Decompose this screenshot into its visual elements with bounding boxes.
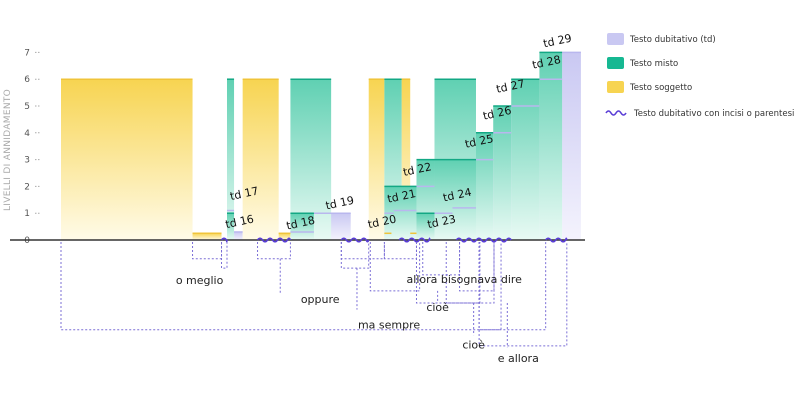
y-tick-label-0: 0 [24,236,30,246]
annotation-label-5: cioè [462,339,485,352]
annotation-bracket-2 [257,242,291,260]
legend-label-wave: Testo dubitativo con incisi o parentesi [633,109,794,119]
annotation-bracket-6 [369,242,421,292]
legend-swatch-misto [607,57,624,69]
y-tick-label-1: 1 [24,209,30,219]
misto-area-segment-10 [475,132,494,240]
wave-marker-0 [220,237,228,243]
y-tick-label-3: 3 [24,156,30,166]
y-tick-label-6: 6 [24,75,30,85]
soggetto-area-segment-6 [401,79,411,240]
annotation-bracket-12 [478,242,547,331]
misto-area-segment-8 [416,213,435,240]
area-top-edges [61,51,581,235]
soggetto-area-segment-0 [61,79,193,240]
td-label-2: td 18 [285,214,316,233]
td-label-1: td 17 [229,184,260,203]
annotation-bracket-7 [415,242,481,304]
misto-area-segment-3 [290,213,314,240]
wave-marker-5 [545,237,568,243]
td-label-10: td 26 [482,104,513,123]
td-label-7: td 23 [426,212,457,231]
annotation-label-6: e allora [498,352,539,365]
misto-area-segment-1 [226,213,235,240]
wave-marker-3 [398,237,431,243]
legend-wave-icon [605,110,627,116]
dubitativo-area-segment-1 [234,231,243,240]
misto-area-segment-9 [434,159,476,240]
td-label-11: td 27 [495,77,526,96]
annotation-bracket-13 [478,242,568,347]
area-layers [61,52,581,241]
y-tick-label-5: 5 [24,102,30,112]
annotation-bracket-0 [192,242,223,260]
wave-marker-1 [256,237,292,243]
legend-swatch-dubitativo [607,33,624,45]
annotation-label-0: o meglio [176,274,224,287]
annotation-bracket-9 [422,242,461,276]
td-label-12: td 28 [531,53,562,72]
annotation-bracket-8 [445,242,495,304]
soggetto-area-segment-3 [278,233,291,240]
annotation-bracket-1 [221,242,228,269]
legend-label-misto: Testo misto [629,59,678,69]
td-label-8: td 24 [442,186,473,205]
annotation-label-1: oppure [301,293,340,306]
soggetto-area-segment-4 [368,79,385,240]
legend-label-dubitativo: Testo dubitativo (td) [629,35,716,45]
parenthetical-waves [220,237,568,243]
misto-area-segment-12 [511,79,540,240]
y-tick-label-4: 4 [24,129,30,139]
y-axis-label: LIVELLI DI ANNIDAMENTO [3,89,13,211]
annotation-bracket-10 [459,242,495,292]
td-label-5: td 21 [386,187,417,206]
td-label-3: td 19 [324,194,355,213]
soggetto-area-segment-2 [242,79,279,240]
wave-marker-4 [455,237,512,243]
annotation-bracket-5 [383,242,417,260]
y-ticks: 0 1 2 3 4 5 6 7 [24,48,40,246]
td-labels: td 16 td 17 td 18 td 19 td 20 td 21 td 22 td 23… [224,32,573,233]
misto-area-segment-11 [493,106,512,240]
annotation-bracket-3 [340,242,370,269]
y-tick-label-2: 2 [24,182,30,192]
wave-marker-2 [340,237,370,243]
legend-swatch-soggetto [607,81,624,93]
td-label-6: td 22 [402,160,433,179]
annotation-label-2: allora bisognava dire [407,273,523,286]
legend: Testo dubitativo (td) Testo misto Testo … [605,33,794,119]
annotation-bracket-4 [340,242,385,260]
td-label-9: td 25 [464,132,495,151]
misto-area-segment-0 [226,79,235,240]
dubitativo-area-segment-13 [562,52,581,241]
annotation-label-4: ma sempre [358,318,420,331]
annotation-label-3: cioè [426,301,449,314]
annotation-bracket-11 [60,242,502,331]
td-label-13: td 29 [542,32,573,51]
annotation-brackets [60,242,568,348]
y-tick-label-7: 7 [24,48,30,58]
misto-area-segment-13 [539,52,563,241]
soggetto-area-segment-1 [192,233,222,240]
legend-label-soggetto: Testo soggetto [629,83,692,93]
td-label-4: td 20 [367,212,398,231]
td-label-0: td 16 [224,212,255,231]
